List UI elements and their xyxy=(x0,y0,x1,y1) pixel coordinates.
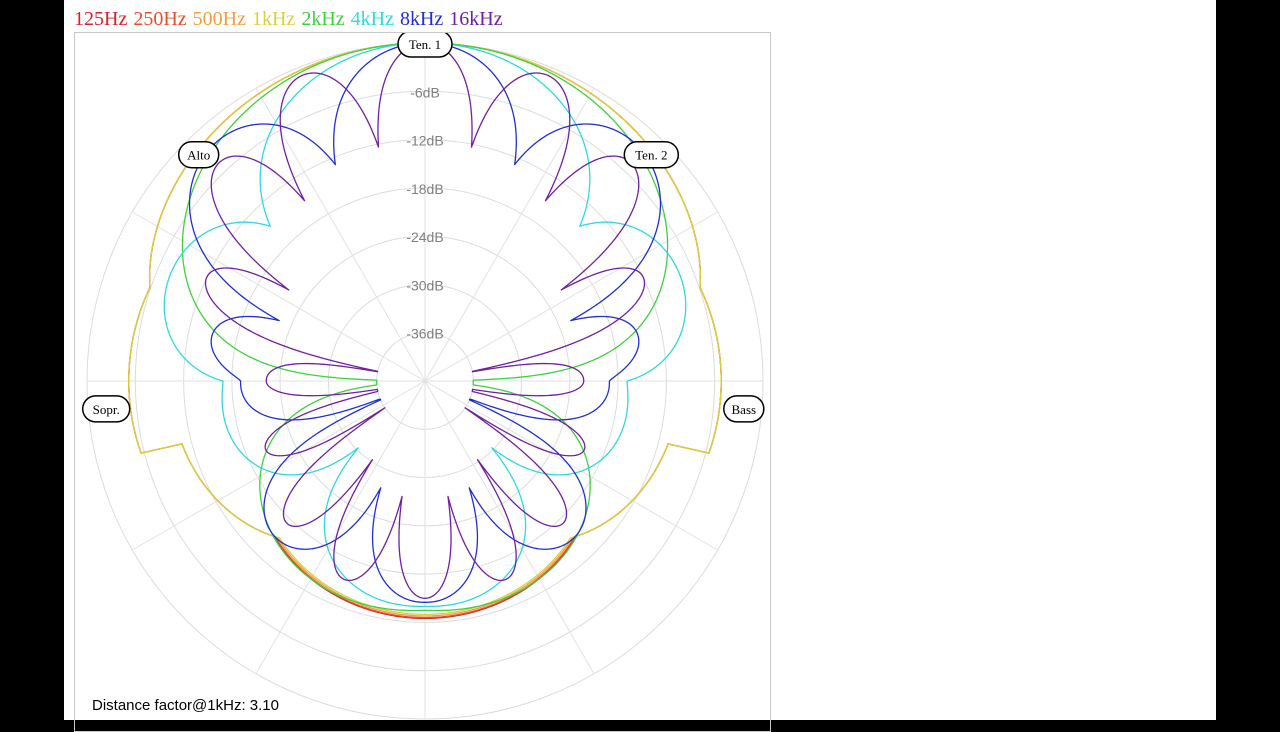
radial-tick-label: -24dB xyxy=(406,229,443,245)
radial-tick-label: -30dB xyxy=(406,277,443,293)
series-line-4kHz xyxy=(163,42,687,608)
grid-spoke xyxy=(424,88,595,382)
direction-label-pill xyxy=(623,140,680,169)
grid-spoke xyxy=(132,380,426,551)
radial-tick-label: -18dB xyxy=(406,181,443,197)
radial-tick-label: -6dB xyxy=(410,84,440,100)
radial-tick-label: -12dB xyxy=(406,133,443,149)
legend-entry: 2kHz xyxy=(301,8,345,30)
grid-spoke xyxy=(255,380,426,674)
radial-tick-label: -36dB xyxy=(406,326,443,342)
series-line-1kHz xyxy=(128,42,722,616)
series-line-2kHz xyxy=(181,42,669,612)
legend-entry: 125Hz xyxy=(74,8,128,30)
distance-factor-readout: Distance factor@1kHz: 3.10 xyxy=(92,697,279,714)
series-line-16kHz xyxy=(204,42,646,599)
grid-spoke xyxy=(424,380,595,674)
direction-label-ten-2: Ten. 2 xyxy=(635,148,667,163)
grid-spoke xyxy=(424,380,718,551)
legend-entry: 500Hz xyxy=(192,8,246,30)
direction-label-pill xyxy=(81,395,131,423)
legend-entry: 250Hz xyxy=(133,8,187,30)
direction-label-pill xyxy=(723,395,765,423)
grid-spoke xyxy=(255,88,426,382)
legend-entry: 16kHz xyxy=(449,8,503,30)
legend-entry: 4kHz xyxy=(350,8,394,30)
grid-spoke xyxy=(132,211,426,382)
direction-label-pill xyxy=(397,33,453,58)
legend-entry: 1kHz xyxy=(251,8,296,30)
direction-label-ten-1: Ten. 1 xyxy=(409,37,441,52)
grid-spoke xyxy=(424,211,718,382)
direction-label-bass: Bass xyxy=(732,402,757,417)
direction-label-pill xyxy=(177,140,220,169)
direction-label-alto: Alto xyxy=(187,148,210,163)
legend-entry: 8kHz xyxy=(399,8,444,30)
direction-label-sopr-: Sopr. xyxy=(93,402,120,417)
chart-legend: 125Hz 250Hz 500Hz 1kHz 2kHz 4kHz 8kHz 16kHz xyxy=(74,6,509,32)
series-line-8kHz xyxy=(188,42,662,603)
